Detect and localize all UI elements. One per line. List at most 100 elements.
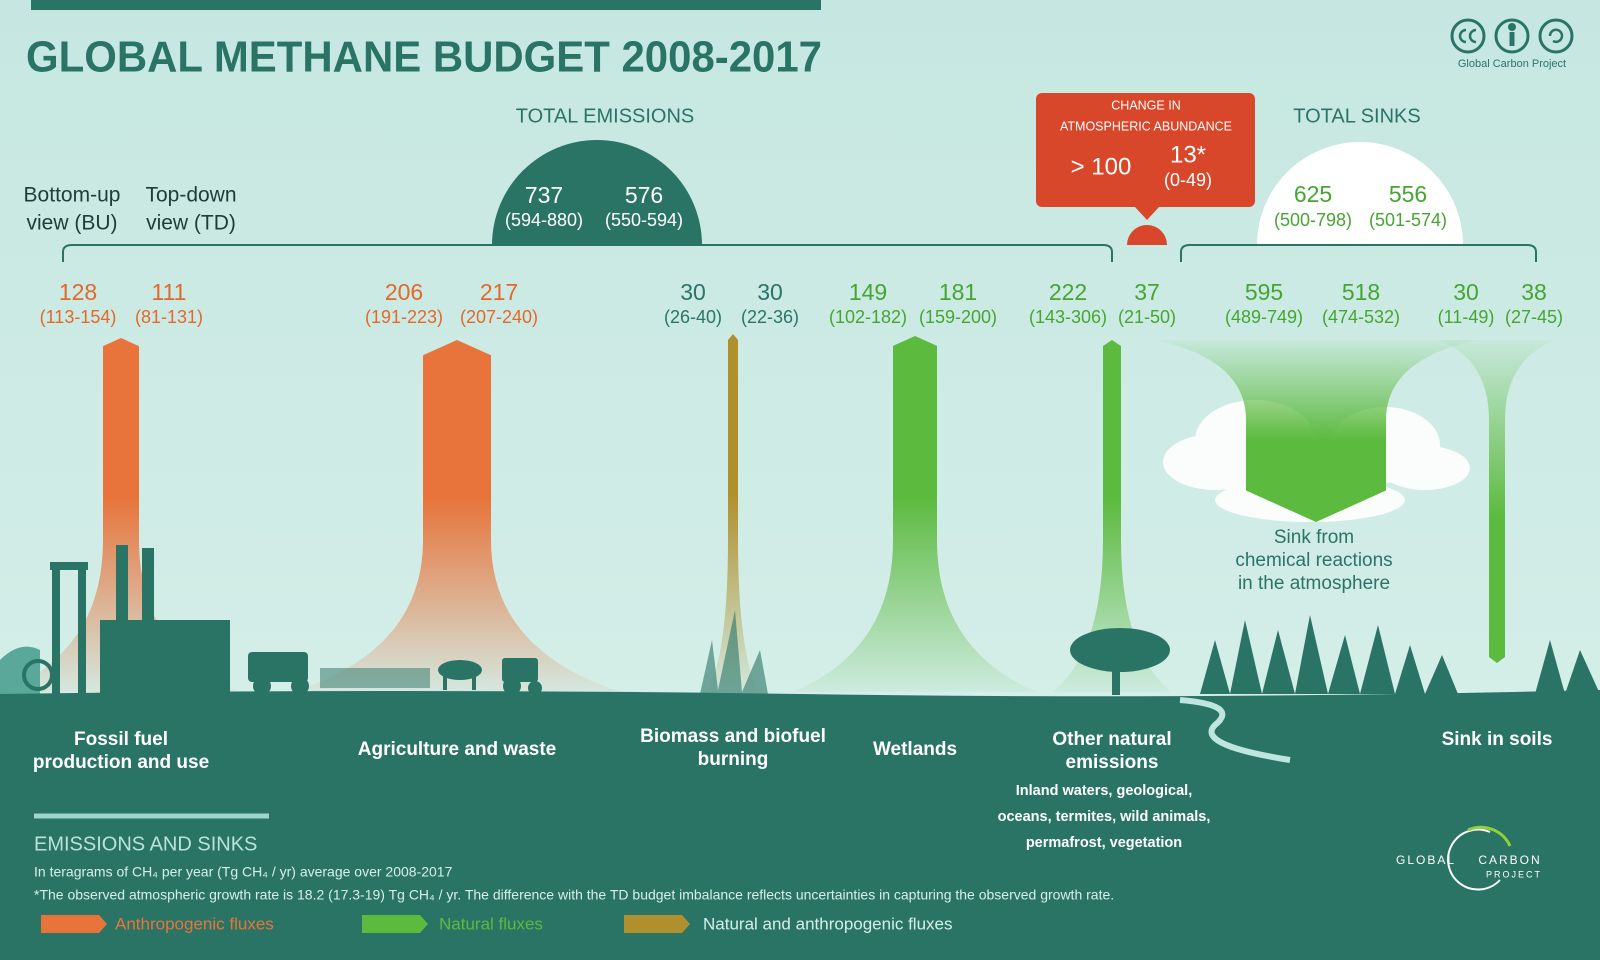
flux-bu: 206: [385, 279, 423, 305]
flux-td: 37: [1134, 279, 1160, 305]
flux-bu: 595: [1245, 279, 1283, 305]
cow: [438, 660, 482, 680]
wheel: [291, 677, 309, 695]
factory: [78, 568, 86, 694]
sinks-td-range: (501-574): [1369, 210, 1447, 230]
cow: [443, 672, 447, 690]
flux-bu-range: (26-40): [664, 307, 722, 327]
flux-bu: 222: [1049, 279, 1087, 305]
legend-swatch: [41, 915, 107, 933]
emission-arrow: [293, 340, 621, 692]
flux-td: 111: [152, 279, 187, 305]
landscape: [0, 545, 1600, 960]
flux-name: burning: [698, 749, 769, 770]
total-emissions-label: TOTAL EMISSIONS: [516, 105, 695, 127]
view-label: Bottom-up: [24, 184, 121, 207]
flux-bu-range: (191-223): [365, 307, 443, 327]
sinks-bu-range: (500-798): [1274, 210, 1352, 230]
flux-td: 38: [1521, 279, 1547, 305]
flux-bu-range: (489-749): [1225, 307, 1303, 327]
river: [1179, 697, 1291, 763]
cow: [472, 672, 476, 690]
sinks-td: 556: [1389, 181, 1427, 207]
title: GLOBAL METHANE BUDGET 2008-2017: [26, 33, 822, 82]
flux-detail: permafrost, vegetation: [1026, 835, 1182, 851]
total-bu: 737: [525, 182, 563, 208]
crops: [320, 668, 430, 688]
icon: [1458, 28, 1477, 44]
credit: Global Carbon Project: [1458, 58, 1566, 70]
flux-td-range: (27-45): [1505, 307, 1563, 327]
legend-label: Natural and anthropogenic fluxes: [703, 914, 953, 933]
sink-arrow: [1156, 340, 1476, 522]
flux-bu-range: (113-154): [40, 307, 117, 327]
flux-name: Other natural: [1052, 729, 1171, 750]
legend-label: Anthropogenic fluxes: [115, 914, 274, 933]
flux-detail: oceans, termites, wild animals,: [998, 809, 1211, 825]
change-td-range: (0-49): [1164, 170, 1212, 190]
sink-arrow: [1439, 340, 1555, 663]
logo-arc: [1447, 828, 1501, 891]
factory-building: [160, 645, 230, 694]
legend-swatch: [362, 915, 428, 933]
flux-bu: 128: [59, 279, 97, 305]
burnt-trees: [700, 610, 768, 694]
change-dome: [1127, 225, 1167, 245]
icon: [1508, 23, 1516, 31]
emissions-bracket: [62, 244, 1113, 262]
sinks-dome: [1257, 142, 1463, 245]
flux-name: Biomass and biofuel: [640, 726, 826, 747]
top-bar: [31, 0, 821, 10]
total-sinks-label: TOTAL SINKS: [1293, 105, 1420, 127]
flux-detail: Inland waters, geological,: [1016, 783, 1192, 799]
emission-arrow: [708, 334, 758, 692]
factory: [52, 568, 60, 694]
view-label: view (TD): [146, 212, 236, 235]
wheel: [253, 677, 271, 695]
icon: [1538, 18, 1574, 54]
view-label: Top-down: [145, 184, 236, 207]
emission-arrow: [3, 338, 239, 692]
logo-arc: [1467, 825, 1512, 847]
wheel: [22, 659, 54, 691]
flux-td-range: (22-36): [741, 307, 799, 327]
flux-td: 30: [757, 279, 783, 305]
cloud: [1380, 446, 1470, 490]
flux-bu: 30: [1453, 279, 1479, 305]
flux-td: 217: [480, 279, 518, 305]
flux-td: 518: [1342, 279, 1380, 305]
license-icons: [1450, 18, 1574, 54]
tractor: [502, 658, 538, 682]
flux-name: emissions: [1066, 752, 1159, 773]
change-box: [1036, 93, 1255, 207]
total-bu-range: (594-880): [505, 210, 583, 230]
flux-name: chemical reactions: [1235, 550, 1392, 571]
total-td: 576: [625, 182, 663, 208]
flux-name: Wetlands: [873, 739, 957, 760]
sinks-bu: 625: [1294, 181, 1332, 207]
flux-bu: 149: [849, 279, 887, 305]
emission-arrow: [1053, 340, 1171, 692]
flux-bu: 30: [680, 279, 706, 305]
change-label: CHANGE IN: [1111, 98, 1180, 112]
flux-bu-range: (102-182): [829, 307, 907, 327]
flux-td-range: (159-200): [919, 307, 997, 327]
sinks-bracket: [1180, 244, 1537, 262]
flux-bu-range: (11-49): [1438, 307, 1495, 327]
logo-text: PROJECT: [1486, 869, 1542, 879]
icon: [1450, 18, 1486, 54]
legend-label: Natural fluxes: [439, 914, 543, 933]
flux-name: Sink in soils: [1442, 729, 1553, 750]
footer-heading: EMISSIONS AND SINKS: [34, 833, 257, 855]
icon: [1494, 18, 1530, 54]
fluxes: 128(113-154)111(81-131)206(191-223)217(2…: [3, 279, 1563, 692]
hill: [0, 646, 40, 694]
flux-td-range: (474-532): [1322, 307, 1400, 327]
harvester: [248, 652, 308, 682]
legend: Anthropogenic fluxes Natural fluxes Natura…: [41, 914, 953, 933]
total-td-range: (550-594): [605, 210, 683, 230]
tree: [1112, 655, 1120, 695]
view-label: view (BU): [26, 212, 117, 235]
